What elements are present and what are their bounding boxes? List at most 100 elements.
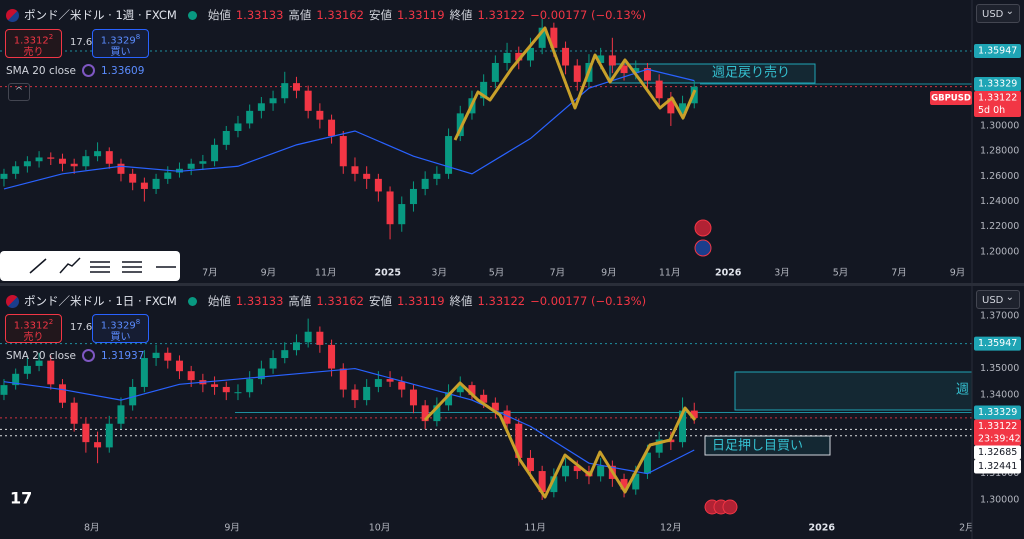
ohlc-label: 終値 xyxy=(449,294,473,308)
price-badge xyxy=(974,445,1021,460)
candle-body xyxy=(480,81,488,99)
indicator-value: 1.33609 xyxy=(101,64,145,77)
event-icon[interactable] xyxy=(694,239,712,257)
candle-body xyxy=(281,350,289,359)
price-badge-label: 1.33122 xyxy=(978,421,1017,432)
y-tick-label: 1.22000 xyxy=(980,221,1019,232)
candle-body xyxy=(421,405,429,422)
candle-body xyxy=(0,173,8,179)
y-tick-label: 1.28000 xyxy=(980,146,1019,157)
candle-body xyxy=(632,473,640,490)
header: ポンド／米ドル · 1日 · FXCM 始値 1.33133 高値 1.33162 … xyxy=(6,293,646,309)
candle-body xyxy=(503,410,511,424)
candle-body xyxy=(398,204,406,225)
candle-body xyxy=(234,392,242,394)
candle-body xyxy=(386,191,394,225)
candle-body xyxy=(164,352,172,361)
ohlc-value: 1.33133 xyxy=(235,294,284,308)
candle-body xyxy=(328,119,336,137)
candle-body xyxy=(23,365,31,374)
x-tick-label: 12月 xyxy=(660,523,682,534)
market-status xyxy=(187,296,197,306)
candle-body xyxy=(140,358,148,387)
indicator-legend[interactable]: SMA 20 close 1.31937 xyxy=(6,349,144,362)
currency-select[interactable]: USD xyxy=(976,288,1020,309)
indicator-name: SMA 20 close xyxy=(6,349,76,362)
x-tick-label: 2025 xyxy=(374,268,400,279)
symbol-title[interactable]: ポンド／米ドル · 1日 · FXCM xyxy=(24,294,177,308)
price-badge-label: 1.33329 xyxy=(978,79,1017,90)
candle-body xyxy=(351,389,359,401)
candle-body xyxy=(667,98,675,114)
candle-body xyxy=(409,389,417,406)
candle-body xyxy=(643,452,651,474)
candle-body xyxy=(339,136,347,167)
y-tick-label: 1.30000 xyxy=(980,120,1019,131)
candle-body xyxy=(597,55,605,63)
buy-button[interactable]: 1.33298 買い xyxy=(92,29,149,58)
candle-body xyxy=(269,358,277,369)
price-badge xyxy=(974,336,1021,351)
candle-body xyxy=(105,151,113,164)
change: −0.00177 (−0.13%) xyxy=(530,8,647,22)
pane-separator xyxy=(0,283,1024,286)
symbol-title[interactable]: ポンド／米ドル · 1週 · FXCM xyxy=(24,8,177,22)
toolbar-icons[interactable] xyxy=(29,257,176,274)
candle-body xyxy=(292,83,300,91)
ohlc-value: 1.33133 xyxy=(235,8,284,22)
ohlc-value: 1.33162 xyxy=(316,8,364,22)
symbol-tag xyxy=(930,91,972,106)
sell-button[interactable]: 1.33122 売り xyxy=(5,29,62,58)
candle-body xyxy=(94,151,102,157)
sell-label: 売り xyxy=(23,47,44,59)
candle-body xyxy=(456,385,464,393)
candle-body xyxy=(562,47,570,66)
candle-body xyxy=(164,172,172,179)
spread: 17.6 xyxy=(70,37,93,48)
y-tick-label: 1.20000 xyxy=(980,246,1019,257)
candle-body xyxy=(679,410,687,443)
candle-body xyxy=(643,68,651,81)
event-icon[interactable] xyxy=(722,499,738,515)
event-icon[interactable] xyxy=(694,219,712,237)
x-tick-label: 3月 xyxy=(774,268,790,279)
ohlc-label: 安値 xyxy=(368,294,392,308)
candle-body xyxy=(246,379,254,393)
x-tick-label: 7月 xyxy=(891,268,907,279)
annotation-label: 日足押し目買い xyxy=(712,439,803,454)
candle-body xyxy=(562,465,570,477)
buy-button[interactable]: 1.33298 買い xyxy=(92,314,149,343)
x-tick-label: 10月 xyxy=(369,523,391,534)
ohlc-value: 1.33122 xyxy=(477,8,526,22)
collapse-button[interactable]: ^ xyxy=(8,83,30,101)
price-badge-note: 5d 0h xyxy=(978,105,1005,116)
x-tick-label: 7月 xyxy=(202,268,218,279)
price-badge-label: 1.35947 xyxy=(978,46,1017,57)
candle-body xyxy=(35,360,43,366)
x-tick-label: 3月 xyxy=(431,268,447,279)
currency-select[interactable]: USD xyxy=(976,2,1020,23)
indicator-legend[interactable]: SMA 20 close 1.33609 xyxy=(6,64,144,77)
candle-body xyxy=(655,439,663,453)
candle-body xyxy=(328,344,336,369)
candle-body xyxy=(515,52,523,61)
candle-body xyxy=(82,423,90,443)
sell-price: 1.3312 xyxy=(13,320,49,332)
x-tick-label: 11月 xyxy=(524,523,546,534)
candle-body xyxy=(480,394,488,403)
buy-label: 買い xyxy=(110,47,131,59)
candle-body xyxy=(445,136,453,174)
drawing-toolbar xyxy=(0,251,180,281)
overlay: 週足戻り売り 週 日足押し目買い 17 xyxy=(0,26,1008,515)
candle-body xyxy=(515,423,523,458)
candle-body xyxy=(58,158,66,164)
candle-body xyxy=(187,163,195,169)
price-badge xyxy=(974,77,1021,92)
buy-fraction: 8 xyxy=(135,318,141,326)
annotation-box xyxy=(704,435,831,456)
candle-body xyxy=(12,373,20,386)
symbol-logo xyxy=(6,294,19,308)
sell-button[interactable]: 1.33122 売り xyxy=(5,314,62,343)
candle-body xyxy=(175,168,183,173)
